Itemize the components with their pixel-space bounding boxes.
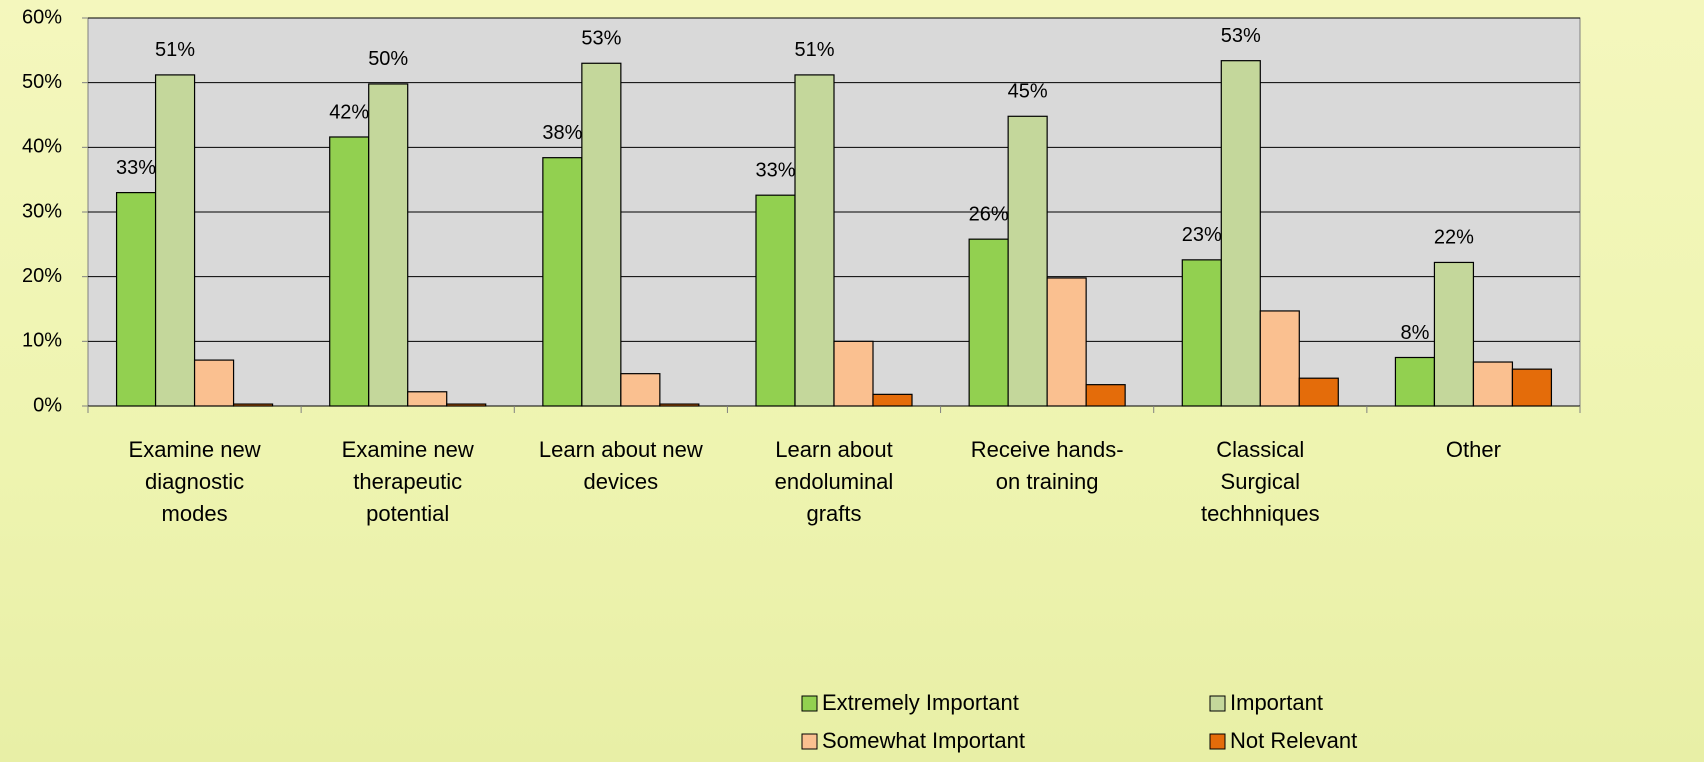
data-label: 8% bbox=[1400, 322, 1429, 344]
legend-label: Not Relevant bbox=[1230, 728, 1357, 753]
x-tick-label: Other bbox=[1445, 437, 1501, 462]
y-tick-label: 50% bbox=[22, 71, 62, 93]
data-label: 23% bbox=[1182, 224, 1222, 246]
x-tick-label: Learn about new devices bbox=[538, 437, 703, 494]
data-label: 33% bbox=[755, 159, 795, 181]
legend-label: Somewhat Important bbox=[822, 728, 1025, 753]
bar bbox=[154, 74, 196, 407]
data-label: 45% bbox=[1008, 81, 1048, 103]
bar bbox=[542, 157, 583, 407]
bar bbox=[1511, 368, 1553, 407]
data-label: 53% bbox=[581, 28, 621, 50]
bar bbox=[581, 62, 622, 407]
bar bbox=[407, 391, 448, 407]
legend-swatch bbox=[801, 733, 818, 750]
x-tick-label: Examine new diagnostic modes bbox=[128, 437, 261, 526]
legend-label: Extremely Important bbox=[822, 690, 1019, 715]
data-label: 22% bbox=[1434, 227, 1474, 249]
legend-swatch bbox=[801, 695, 818, 712]
bar bbox=[1472, 361, 1514, 407]
bar bbox=[1181, 259, 1222, 407]
bar bbox=[1394, 356, 1436, 407]
bar bbox=[115, 192, 157, 407]
bar bbox=[620, 373, 661, 407]
data-label: 26% bbox=[969, 203, 1009, 225]
bar bbox=[659, 403, 700, 407]
legend-label: Important bbox=[1230, 690, 1323, 715]
x-tick-label: Examine new therapeutic potential bbox=[341, 437, 474, 526]
bar bbox=[755, 194, 796, 407]
bar bbox=[1220, 60, 1261, 407]
bar bbox=[968, 238, 1009, 407]
y-tick-label: 10% bbox=[22, 330, 62, 352]
bar bbox=[193, 359, 235, 407]
data-label: 33% bbox=[116, 157, 156, 179]
data-label: 51% bbox=[794, 39, 834, 61]
x-tick-label: Receive hands-on training bbox=[970, 437, 1124, 494]
y-tick-label: 20% bbox=[22, 265, 62, 287]
bar bbox=[872, 393, 913, 407]
bar bbox=[368, 83, 409, 407]
bar bbox=[232, 403, 274, 407]
bar bbox=[794, 74, 835, 407]
bar bbox=[329, 136, 370, 407]
x-tick-label: Classical Surgical techhniques bbox=[1200, 437, 1320, 526]
bar bbox=[446, 403, 487, 407]
bar bbox=[1007, 115, 1048, 407]
data-label: 53% bbox=[1221, 25, 1261, 47]
y-tick-label: 40% bbox=[22, 136, 62, 158]
bar bbox=[1259, 310, 1300, 407]
legend-swatch bbox=[1209, 695, 1226, 712]
bar bbox=[1046, 277, 1087, 407]
y-tick-label: 0% bbox=[33, 394, 62, 416]
bar bbox=[1085, 384, 1126, 407]
y-tick-label: 30% bbox=[22, 200, 62, 222]
data-label: 42% bbox=[329, 101, 369, 123]
legend-swatch bbox=[1209, 733, 1226, 750]
data-label: 38% bbox=[542, 122, 582, 144]
data-label: 51% bbox=[155, 39, 195, 61]
x-tick-label: Learn about endoluminal grafts bbox=[774, 437, 894, 526]
bar bbox=[1433, 261, 1475, 407]
y-tick-label: 60% bbox=[22, 6, 62, 28]
data-label: 50% bbox=[368, 48, 408, 70]
bar bbox=[1298, 377, 1339, 407]
bar bbox=[833, 340, 874, 407]
